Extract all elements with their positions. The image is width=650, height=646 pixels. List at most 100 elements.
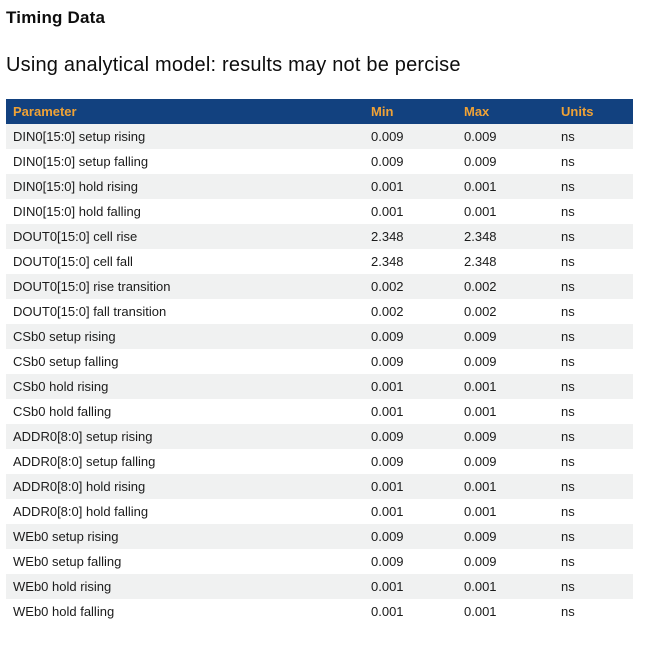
cell-units: ns — [561, 454, 575, 469]
column-header-units: Units — [554, 99, 633, 124]
cell-units: ns — [561, 329, 575, 344]
cell-parameter: ADDR0[8:0] setup rising — [13, 429, 153, 444]
cell-units: ns — [561, 179, 575, 194]
table-row: ADDR0[8:0] hold falling 0.001 0.001 ns — [6, 499, 633, 524]
cell-max: 0.001 — [464, 479, 497, 494]
cell-min: 2.348 — [371, 229, 404, 244]
cell-max: 0.009 — [464, 529, 497, 544]
table-body: DIN0[15:0] setup rising 0.009 0.009 ns D… — [6, 124, 633, 624]
table-row: DIN0[15:0] setup rising 0.009 0.009 ns — [6, 124, 633, 149]
cell-units: ns — [561, 129, 575, 144]
cell-units: ns — [561, 279, 575, 294]
cell-parameter: DIN0[15:0] hold falling — [13, 204, 141, 219]
cell-units: ns — [561, 354, 575, 369]
table-row: WEb0 hold falling 0.001 0.001 ns — [6, 599, 633, 624]
cell-units: ns — [561, 554, 575, 569]
cell-min: 0.009 — [371, 529, 404, 544]
cell-parameter: ADDR0[8:0] hold falling — [13, 504, 149, 519]
table-row: CSb0 hold rising 0.001 0.001 ns — [6, 374, 633, 399]
cell-units: ns — [561, 379, 575, 394]
cell-max: 0.001 — [464, 379, 497, 394]
cell-min: 0.001 — [371, 379, 404, 394]
cell-min: 0.002 — [371, 279, 404, 294]
table-row: ADDR0[8:0] setup rising 0.009 0.009 ns — [6, 424, 633, 449]
cell-max: 0.009 — [464, 554, 497, 569]
cell-max: 0.009 — [464, 129, 497, 144]
table-row: DOUT0[15:0] cell fall 2.348 2.348 ns — [6, 249, 633, 274]
page-title: Timing Data — [6, 8, 106, 27]
cell-units: ns — [561, 204, 575, 219]
cell-min: 0.001 — [371, 404, 404, 419]
cell-max: 0.009 — [464, 329, 497, 344]
cell-parameter: ADDR0[8:0] setup falling — [13, 454, 156, 469]
cell-parameter: CSb0 hold rising — [13, 379, 109, 394]
cell-units: ns — [561, 229, 575, 244]
table-row: DOUT0[15:0] rise transition 0.002 0.002 … — [6, 274, 633, 299]
cell-units: ns — [561, 154, 575, 169]
table-row: WEb0 setup rising 0.009 0.009 ns — [6, 524, 633, 549]
cell-parameter: DOUT0[15:0] cell rise — [13, 229, 138, 244]
cell-max: 0.001 — [464, 504, 497, 519]
table-row: WEb0 setup falling 0.009 0.009 ns — [6, 549, 633, 574]
table-row: DOUT0[15:0] fall transition 0.002 0.002 … — [6, 299, 633, 324]
cell-min: 0.009 — [371, 554, 404, 569]
cell-min: 0.009 — [371, 129, 404, 144]
cell-max: 0.001 — [464, 579, 497, 594]
cell-units: ns — [561, 304, 575, 319]
cell-units: ns — [561, 479, 575, 494]
table-row: CSb0 setup falling 0.009 0.009 ns — [6, 349, 633, 374]
table-row: DIN0[15:0] hold falling 0.001 0.001 ns — [6, 199, 633, 224]
cell-min: 0.002 — [371, 304, 404, 319]
cell-max: 0.009 — [464, 354, 497, 369]
cell-max: 0.002 — [464, 304, 497, 319]
cell-units: ns — [561, 429, 575, 444]
cell-max: 2.348 — [464, 229, 497, 244]
cell-min: 0.001 — [371, 204, 404, 219]
table-row: WEb0 hold rising 0.001 0.001 ns — [6, 574, 633, 599]
cell-parameter: CSb0 setup falling — [13, 354, 119, 369]
table-row: CSb0 setup rising 0.009 0.009 ns — [6, 324, 633, 349]
cell-parameter: DIN0[15:0] hold rising — [13, 179, 139, 194]
cell-parameter: CSb0 hold falling — [13, 404, 112, 419]
cell-min: 0.009 — [371, 329, 404, 344]
cell-min: 0.009 — [371, 429, 404, 444]
cell-parameter: DIN0[15:0] setup rising — [13, 129, 146, 144]
column-header-parameter: Parameter — [6, 99, 364, 124]
table-row: ADDR0[8:0] setup falling 0.009 0.009 ns — [6, 449, 633, 474]
page-subtitle: Using analytical model: results may not … — [6, 54, 461, 76]
cell-min: 0.001 — [371, 604, 404, 619]
cell-min: 2.348 — [371, 254, 404, 269]
cell-parameter: DOUT0[15:0] rise transition — [13, 279, 171, 294]
cell-parameter: WEb0 hold rising — [13, 579, 112, 594]
cell-parameter: ADDR0[8:0] hold rising — [13, 479, 146, 494]
cell-units: ns — [561, 254, 575, 269]
cell-min: 0.009 — [371, 354, 404, 369]
cell-parameter: DIN0[15:0] setup falling — [13, 154, 149, 169]
cell-parameter: WEb0 setup falling — [13, 554, 122, 569]
cell-min: 0.001 — [371, 579, 404, 594]
cell-max: 0.001 — [464, 179, 497, 194]
cell-max: 2.348 — [464, 254, 497, 269]
timing-data-table: Parameter Min Max Units DIN0[15:0] setup… — [6, 99, 633, 624]
table-row: ADDR0[8:0] hold rising 0.001 0.001 ns — [6, 474, 633, 499]
cell-units: ns — [561, 529, 575, 544]
table-row: DIN0[15:0] setup falling 0.009 0.009 ns — [6, 149, 633, 174]
cell-units: ns — [561, 504, 575, 519]
cell-max: 0.001 — [464, 204, 497, 219]
cell-min: 0.001 — [371, 179, 404, 194]
cell-max: 0.009 — [464, 154, 497, 169]
cell-max: 0.002 — [464, 279, 497, 294]
cell-min: 0.009 — [371, 154, 404, 169]
cell-max: 0.009 — [464, 454, 497, 469]
cell-units: ns — [561, 604, 575, 619]
table-row: DOUT0[15:0] cell rise 2.348 2.348 ns — [6, 224, 633, 249]
cell-max: 0.001 — [464, 404, 497, 419]
cell-parameter: DOUT0[15:0] fall transition — [13, 304, 167, 319]
table-row: CSb0 hold falling 0.001 0.001 ns — [6, 399, 633, 424]
cell-parameter: WEb0 setup rising — [13, 529, 119, 544]
cell-max: 0.001 — [464, 604, 497, 619]
cell-parameter: DOUT0[15:0] cell fall — [13, 254, 133, 269]
cell-max: 0.009 — [464, 429, 497, 444]
cell-units: ns — [561, 579, 575, 594]
